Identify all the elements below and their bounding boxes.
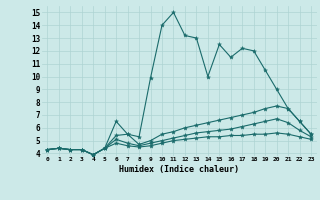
X-axis label: Humidex (Indice chaleur): Humidex (Indice chaleur) — [119, 165, 239, 174]
